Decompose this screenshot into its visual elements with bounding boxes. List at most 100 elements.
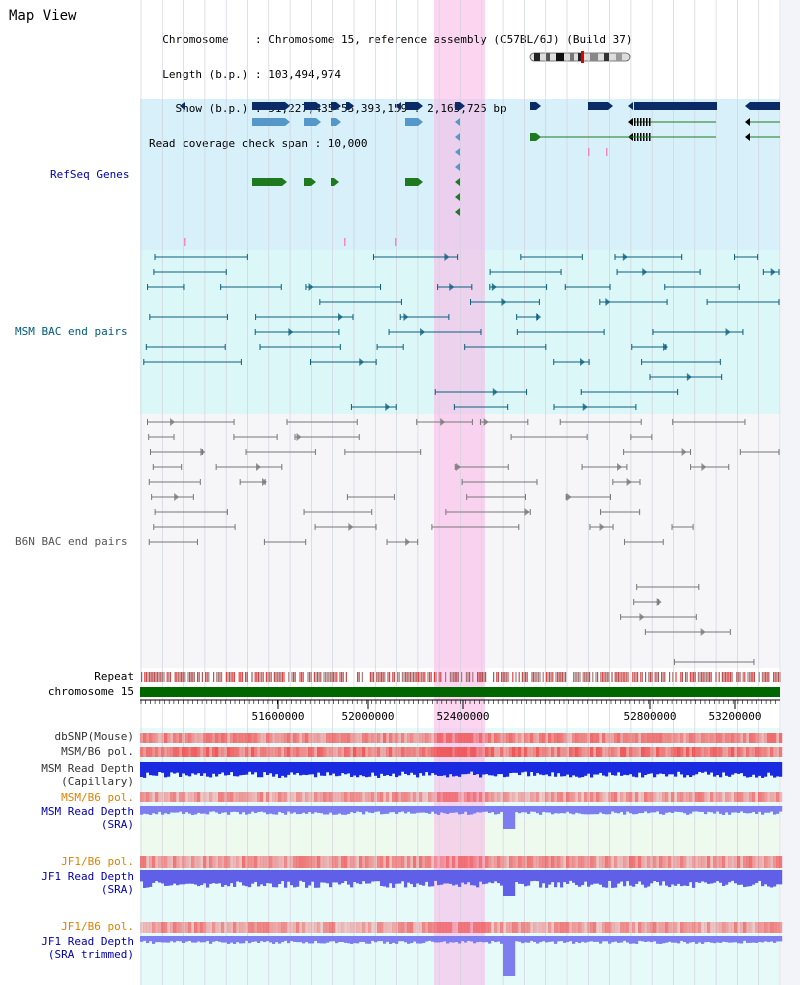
depth-bar — [194, 936, 198, 943]
pol-strip — [224, 792, 228, 802]
depth-bar — [242, 806, 246, 813]
depth-bar — [512, 870, 516, 896]
refseq-genes-label[interactable]: RefSeq Genes — [50, 168, 130, 181]
depth-bar — [455, 762, 459, 776]
depth-bar — [353, 762, 357, 776]
repeat-mark — [622, 672, 624, 682]
pol-strip — [347, 792, 351, 802]
depth-bar — [284, 762, 288, 778]
depth-bar — [227, 806, 231, 815]
depth-bar — [476, 806, 480, 813]
pol-strip — [779, 792, 783, 802]
depth-bar — [455, 936, 459, 943]
depth-bar — [161, 762, 165, 773]
depth-bar — [185, 936, 189, 942]
pol-strip — [356, 733, 360, 743]
pol-strip — [200, 733, 204, 743]
pol-strip — [395, 733, 399, 743]
pol-strip — [413, 747, 417, 757]
pol-strip — [419, 792, 423, 802]
axis-tick-label: 52800000 — [623, 710, 677, 723]
depth-bar — [665, 762, 669, 777]
pol-strip — [146, 792, 150, 802]
depth-bar — [299, 936, 303, 943]
depth-bar — [704, 936, 708, 943]
pol-strip — [686, 856, 690, 868]
pol-strip — [599, 747, 603, 757]
dbsnp-label[interactable]: dbSNP(Mouse) — [54, 730, 134, 743]
pol-strip — [443, 856, 447, 868]
pol-strip — [155, 922, 159, 933]
depth-bar — [176, 806, 180, 813]
depth-bar — [272, 806, 276, 815]
depth-bar — [659, 762, 663, 774]
pol-strip — [644, 792, 648, 802]
pol-strip — [755, 856, 759, 868]
repeat-mark — [309, 672, 311, 682]
depth-bar — [650, 762, 654, 774]
pol-strip — [641, 922, 645, 933]
msm-bac-label[interactable]: MSM BAC end pairs — [15, 325, 128, 338]
depth-bar — [212, 870, 216, 884]
jf1-depth-trim-label-1[interactable]: JF1 Read Depth — [41, 935, 134, 948]
repeat-mark — [281, 672, 283, 682]
pol-strip — [395, 922, 399, 933]
jf1-depth-sra-label-1[interactable]: JF1 Read Depth — [41, 870, 134, 883]
msm-b6-pol-sra-label[interactable]: MSM/B6 pol. — [61, 791, 134, 804]
pol-strip — [584, 922, 588, 933]
repeat-mark — [384, 672, 386, 682]
depth-bar — [668, 870, 672, 888]
depth-bar — [536, 762, 540, 774]
chromosome-ideogram[interactable] — [526, 51, 636, 63]
bac-arrow — [656, 598, 662, 606]
depth-bar — [257, 936, 261, 943]
repeat-mark — [376, 672, 378, 682]
pol-strip — [644, 733, 648, 743]
pol-strip — [314, 856, 318, 868]
depth-bar — [737, 762, 741, 774]
pol-strip — [470, 733, 474, 743]
pol-strip — [644, 747, 648, 757]
msm-depth-sra-label-1[interactable]: MSM Read Depth — [41, 805, 134, 818]
pol-strip — [386, 792, 390, 802]
pol-strip — [278, 747, 282, 757]
depth-bar — [209, 806, 213, 812]
msm-b6-pol-label[interactable]: MSM/B6 pol. — [61, 745, 134, 758]
pol-strip — [626, 856, 630, 868]
pol-strip — [491, 733, 495, 743]
gene-exon — [455, 102, 460, 110]
depth-bar — [446, 936, 450, 944]
pol-strip — [449, 733, 453, 743]
b6n-bac-label[interactable]: B6N BAC end pairs — [15, 535, 128, 548]
repeat-mark — [336, 672, 338, 682]
pol-strip — [350, 856, 354, 868]
pol-strip — [401, 792, 405, 802]
gene-arrow — [285, 102, 290, 110]
pol-strip — [158, 922, 162, 933]
repeat-mark — [182, 672, 184, 682]
pol-strip — [653, 747, 657, 757]
pol-strip — [341, 922, 345, 933]
depth-bar — [626, 870, 630, 882]
jf1-b6-pol-trim-label[interactable]: JF1/B6 pol. — [61, 920, 134, 933]
msm-depth-capillary-label-1[interactable]: MSM Read Depth — [41, 762, 134, 775]
pol-strip — [335, 792, 339, 802]
depth-bar — [677, 806, 681, 812]
pol-strip — [743, 922, 747, 933]
pol-strip — [326, 922, 330, 933]
pol-strip — [248, 747, 252, 757]
pol-strip — [665, 792, 669, 802]
pol-strip — [593, 856, 597, 868]
gene-exon — [405, 178, 418, 186]
repeat-label[interactable]: Repeat — [94, 670, 134, 683]
repeat-mark — [707, 672, 709, 682]
pol-strip — [770, 733, 774, 743]
pol-strip — [713, 922, 717, 933]
pol-strip — [512, 922, 516, 933]
jf1-b6-pol-label[interactable]: JF1/B6 pol. — [61, 855, 134, 868]
pol-strip — [608, 922, 612, 933]
bac-arrow — [359, 358, 365, 366]
pol-strip — [233, 733, 237, 743]
pol-strip — [227, 922, 231, 933]
